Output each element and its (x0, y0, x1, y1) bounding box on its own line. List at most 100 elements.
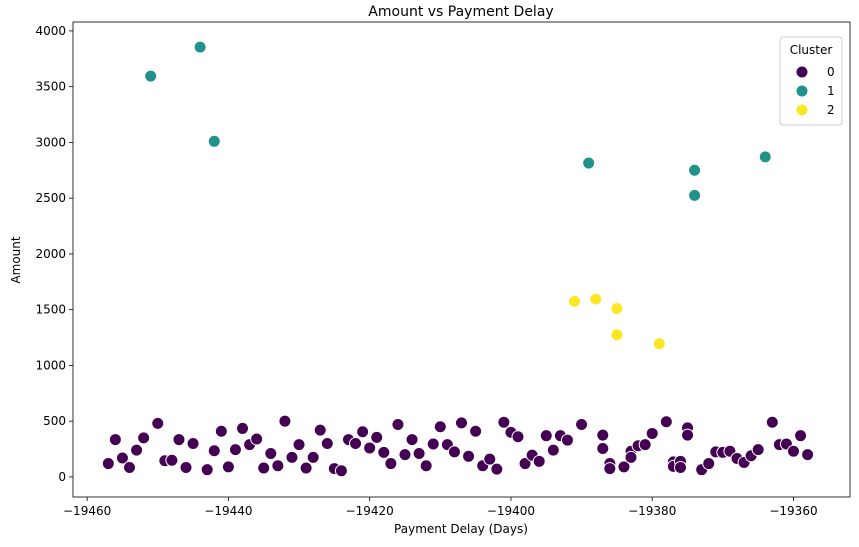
legend: Cluster 0 1 2 (779, 36, 843, 126)
cluster-0-point (532, 454, 546, 468)
y-axis-title: Amount (9, 236, 23, 283)
cluster-0-point (638, 438, 652, 452)
cluster-0-point (299, 461, 313, 475)
x-tick-label: −19420 (346, 504, 394, 518)
cluster-0-point (511, 430, 525, 444)
x-axis-title: Payment Delay (Days) (394, 522, 528, 536)
cluster-0-point (497, 415, 511, 429)
cluster-0-point (384, 457, 398, 471)
cluster-0-point (433, 420, 447, 434)
cluster-0-point (596, 428, 610, 442)
legend-marker-1 (795, 84, 809, 98)
x-tick-label: −19380 (628, 504, 676, 518)
y-tick-label: 2500 (35, 191, 66, 205)
legend-marker-0 (795, 65, 809, 79)
legend-label-1: 1 (827, 84, 835, 98)
x-tick-label: −19400 (487, 504, 535, 518)
cluster-0-point (356, 425, 370, 439)
cluster-0-point (349, 436, 363, 450)
cluster-0-point (490, 462, 504, 476)
cluster-2-point (610, 328, 624, 342)
cluster-0-point (130, 443, 144, 457)
chart-title: Amount vs Payment Delay (368, 4, 553, 20)
cluster-0-point (172, 433, 186, 447)
cluster-0-point (207, 444, 221, 458)
cluster-0-point (377, 445, 391, 459)
cluster-0-point (398, 448, 412, 462)
data-points (101, 40, 815, 478)
cluster-0-point (575, 418, 589, 432)
x-tick-label: −19460 (63, 504, 111, 518)
cluster-0-point (405, 433, 419, 447)
cluster-0-point (363, 441, 377, 455)
cluster-0-point (539, 429, 553, 443)
cluster-0-point (546, 443, 560, 457)
y-tick-label: 3000 (35, 135, 66, 149)
cluster-0-point (271, 459, 285, 473)
cluster-0-point (214, 424, 228, 438)
cluster-0-point (624, 450, 638, 464)
cluster-0-point (123, 460, 137, 474)
cluster-0-point (179, 460, 193, 474)
cluster-2-point (652, 337, 666, 351)
cluster-0-point (370, 430, 384, 444)
cluster-0-point (285, 450, 299, 464)
cluster-2-point (568, 294, 582, 308)
cluster-0-point (391, 418, 405, 432)
cluster-1-point (582, 156, 596, 170)
cluster-0-point (462, 449, 476, 463)
cluster-0-point (560, 433, 574, 447)
cluster-0-point (108, 433, 122, 447)
cluster-0-point (455, 416, 468, 430)
cluster-0-point (603, 462, 617, 476)
cluster-0-point (617, 460, 631, 474)
cluster-0-point (469, 424, 483, 438)
legend-label-2: 2 (827, 103, 835, 117)
y-tick-label: 3500 (35, 80, 66, 94)
y-axis: 0 500 1000 1500 2000 2500 3000 3500 4000 (35, 24, 73, 484)
cluster-0-point (765, 415, 779, 429)
cluster-0-point (165, 453, 179, 467)
cluster-0-point (801, 448, 815, 462)
cluster-2-point (589, 292, 603, 306)
cluster-0-point (645, 426, 659, 440)
cluster-0-point (292, 438, 306, 452)
cluster-0-point (426, 437, 440, 451)
cluster-0-point (794, 429, 808, 443)
cluster-0-point (681, 428, 695, 442)
cluster-0-point (278, 414, 292, 428)
x-axis: −19460 −19440 −19420 −19400 −19380 −19360 (63, 497, 818, 518)
cluster-0-point (228, 443, 242, 457)
cluster-0-point (518, 457, 532, 471)
cluster-0-point (419, 459, 433, 473)
cluster-0-point (659, 415, 673, 429)
cluster-0-point (186, 436, 200, 450)
cluster-0-point (313, 423, 327, 437)
legend-box (779, 36, 843, 126)
y-tick-label: 1500 (35, 303, 66, 317)
cluster-1-point (207, 134, 221, 148)
cluster-1-point (758, 150, 772, 164)
cluster-0-point (702, 457, 716, 471)
x-tick-label: −19360 (769, 504, 817, 518)
cluster-0-point (257, 461, 271, 475)
y-tick-label: 4000 (35, 24, 66, 38)
x-tick-label: −19440 (204, 504, 252, 518)
cluster-0-point (596, 441, 610, 455)
cluster-0-point (221, 460, 235, 474)
cluster-1-point (144, 69, 158, 83)
cluster-0-point (200, 463, 214, 477)
cluster-0-point (306, 450, 320, 464)
cluster-0-point (412, 447, 426, 461)
cluster-0-point (250, 432, 264, 446)
cluster-0-point (751, 443, 765, 457)
cluster-0-point (483, 452, 497, 466)
cluster-1-point (688, 188, 702, 202)
cluster-0-point (334, 464, 348, 478)
legend-marker-2 (795, 103, 809, 117)
cluster-2-point (610, 302, 624, 316)
y-tick-label: 0 (58, 470, 66, 484)
cluster-0-point (447, 445, 461, 459)
cluster-0-point (673, 460, 687, 474)
